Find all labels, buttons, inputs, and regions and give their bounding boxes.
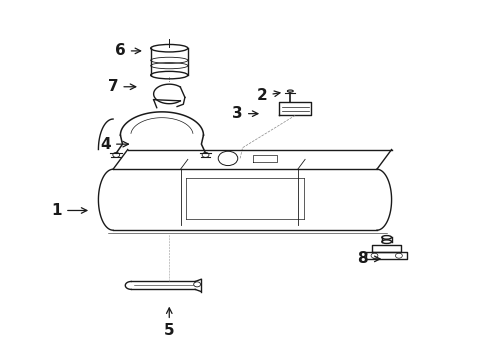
Text: 3: 3 — [232, 106, 258, 121]
Ellipse shape — [288, 90, 293, 92]
Text: 8: 8 — [357, 251, 380, 266]
Text: 6: 6 — [115, 44, 141, 58]
Text: 4: 4 — [100, 137, 128, 152]
Text: 7: 7 — [108, 79, 136, 94]
Text: 2: 2 — [257, 88, 280, 103]
Text: 5: 5 — [164, 308, 174, 338]
Text: 1: 1 — [51, 203, 87, 218]
